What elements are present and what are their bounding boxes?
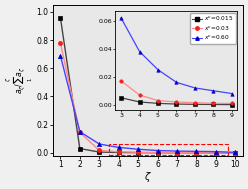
$x^{v}$=0.60	[117, 146, 120, 149]
$x^{v}$=0.015	[195, 152, 198, 154]
$x^{v}$=0.60	[215, 150, 217, 153]
$x^{v}$=0.60	[156, 149, 159, 152]
$x^{v}$=0.015	[176, 152, 179, 154]
Bar	[109, 144, 228, 155]
$x^{v}$=0.03	[117, 151, 120, 153]
Line: $x^{v}$=0.60: $x^{v}$=0.60	[58, 53, 237, 154]
$x^{v}$=0.60	[176, 150, 179, 152]
$x^{v}$=0.03	[215, 152, 217, 154]
$x^{v}$=0.015	[137, 152, 140, 154]
$x^{v}$=0.015	[215, 152, 217, 154]
$x^{v}$=0.60	[98, 143, 101, 145]
$x^{v}$=0.015	[78, 147, 81, 150]
$x^{v}$=0.03	[156, 151, 159, 154]
Line: $x^{v}$=0.03: $x^{v}$=0.03	[58, 41, 237, 155]
$x^{v}$=0.03	[234, 152, 237, 154]
$x^{v}$=0.03	[78, 131, 81, 133]
Y-axis label: $a_{\zeta}/\sum_{1}^{\zeta}a_{\zeta}$: $a_{\zeta}/\sum_{1}^{\zeta}a_{\zeta}$	[5, 67, 35, 94]
X-axis label: $\zeta$: $\zeta$	[144, 170, 152, 184]
$x^{v}$=0.015	[98, 151, 101, 153]
$x^{v}$=0.015	[59, 16, 62, 19]
$x^{v}$=0.60	[137, 148, 140, 150]
$x^{v}$=0.60	[78, 130, 81, 133]
$x^{v}$=0.03	[59, 42, 62, 44]
$x^{v}$=0.015	[117, 151, 120, 154]
$x^{v}$=0.015	[156, 152, 159, 154]
Line: $x^{v}$=0.015: $x^{v}$=0.015	[58, 15, 237, 155]
$x^{v}$=0.015	[234, 152, 237, 154]
$x^{v}$=0.03	[98, 149, 101, 152]
$x^{v}$=0.60	[195, 150, 198, 153]
$x^{v}$=0.60	[234, 151, 237, 153]
$x^{v}$=0.03	[195, 152, 198, 154]
$x^{v}$=0.03	[137, 151, 140, 153]
$x^{v}$=0.60	[59, 54, 62, 57]
$x^{v}$=0.03	[176, 151, 179, 154]
